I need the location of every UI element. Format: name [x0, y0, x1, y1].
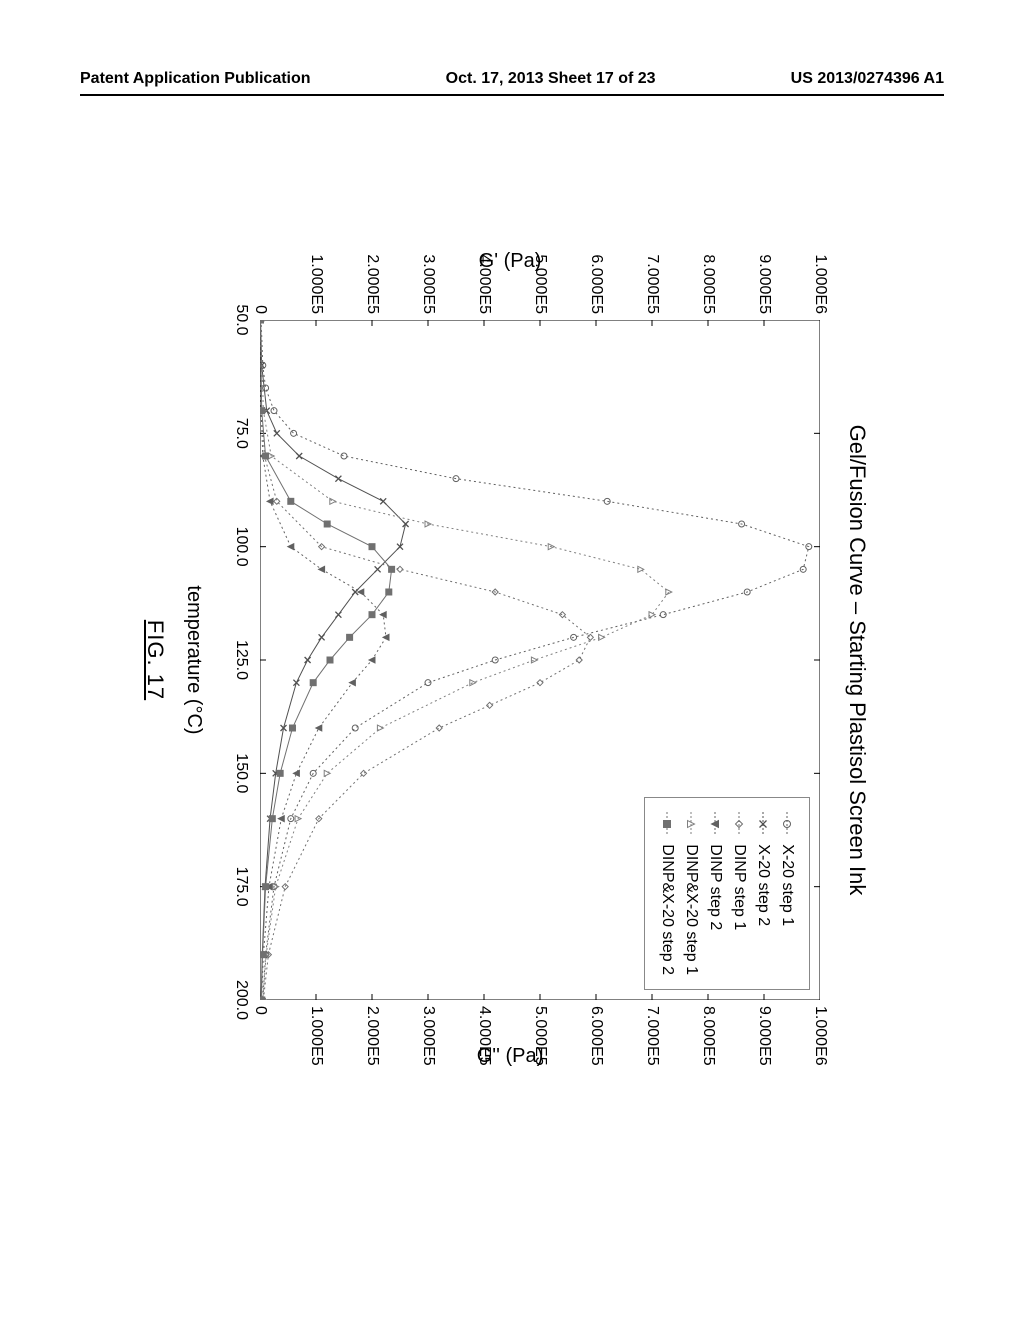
legend-marker-icon [660, 812, 674, 836]
y-tick-label-left: 5.000E5 [531, 254, 549, 314]
y-tick-label-right: 6.000E5 [587, 1006, 605, 1066]
legend-item: DINP&X-20 step 2 [655, 812, 679, 975]
y-tick-label-left: 7.000E5 [643, 254, 661, 314]
x-tick-label: 125.0 [232, 640, 250, 680]
x-ticks: 50.075.0100.0125.0150.0175.0200.0 [230, 320, 250, 1000]
chart-container: Gel/Fusion Curve – Starting Plastisol Sc… [150, 210, 870, 1110]
chart-title: Gel/Fusion Curve – Starting Plastisol Sc… [844, 210, 870, 1110]
y-tick-label-right: 4.000E5 [475, 1006, 493, 1066]
y-tick-label-left: 2.000E5 [363, 254, 381, 314]
y-tick-label-left: 9.000E5 [755, 254, 773, 314]
header-center: Oct. 17, 2013 Sheet 17 of 23 [446, 70, 656, 88]
y-tick-label-left: 3.000E5 [419, 254, 437, 314]
x-tick-label: 100.0 [232, 527, 250, 567]
legend-item: X-20 step 1 [775, 812, 799, 975]
legend-label: X-20 step 1 [778, 844, 796, 926]
legend: X-20 step 1 X-20 step 2 DINP step 1 DINP st… [644, 797, 810, 990]
y-tick-label-right: 1.000E5 [307, 1006, 325, 1066]
figure-frame: Gel/Fusion Curve – Starting Plastisol Sc… [60, 300, 960, 1020]
legend-marker-icon [684, 812, 698, 836]
legend-item: DINP&X-20 step 1 [679, 812, 703, 975]
y-tick-label-right: 2.000E5 [363, 1006, 381, 1066]
x-axis-label: temperature (°C) [182, 210, 205, 1110]
header-left: Patent Application Publication [80, 70, 311, 88]
x-tick-label: 50.0 [232, 304, 250, 335]
legend-marker-icon [780, 812, 794, 836]
y-tick-label-left: 0 [251, 305, 269, 314]
legend-label: DINP step 2 [706, 844, 724, 930]
y-tick-label-left: 6.000E5 [587, 254, 605, 314]
y-tick-label-right: 9.000E5 [755, 1006, 773, 1066]
y-tick-label-left: 1.000E6 [811, 254, 829, 314]
y-tick-label-right: 0 [251, 1006, 269, 1015]
legend-item: DINP step 2 [703, 812, 727, 975]
x-tick-label: 75.0 [232, 418, 250, 449]
y-tick-label-right: 8.000E5 [699, 1006, 717, 1066]
page-header: Patent Application Publication Oct. 17, … [0, 70, 1024, 88]
legend-label: DINP step 1 [730, 844, 748, 930]
y-tick-label-right: 3.000E5 [419, 1006, 437, 1066]
legend-marker-icon [708, 812, 722, 836]
y-tick-label-left: 1.000E5 [307, 254, 325, 314]
y-tick-label-left: 8.000E5 [699, 254, 717, 314]
figure-label: FIG. 17 [142, 210, 168, 1110]
legend-label: X-20 step 2 [754, 844, 772, 926]
x-tick-label: 200.0 [232, 980, 250, 1020]
legend-item: X-20 step 2 [751, 812, 775, 975]
legend-marker-icon [756, 812, 770, 836]
x-tick-label: 175.0 [232, 867, 250, 907]
legend-label: DINP&X-20 step 1 [682, 844, 700, 975]
header-right: US 2013/0274396 A1 [791, 70, 944, 88]
legend-marker-icon [732, 812, 746, 836]
x-tick-label: 150.0 [232, 753, 250, 793]
y-tick-label-right: 5.000E5 [531, 1006, 549, 1066]
legend-label: DINP&X-20 step 2 [658, 844, 676, 975]
y-tick-label-right: 7.000E5 [643, 1006, 661, 1066]
legend-item: DINP step 1 [727, 812, 751, 975]
y-tick-label-left: 4.000E5 [475, 254, 493, 314]
header-rule [80, 94, 944, 96]
y-tick-label-right: 1.000E6 [811, 1006, 829, 1066]
